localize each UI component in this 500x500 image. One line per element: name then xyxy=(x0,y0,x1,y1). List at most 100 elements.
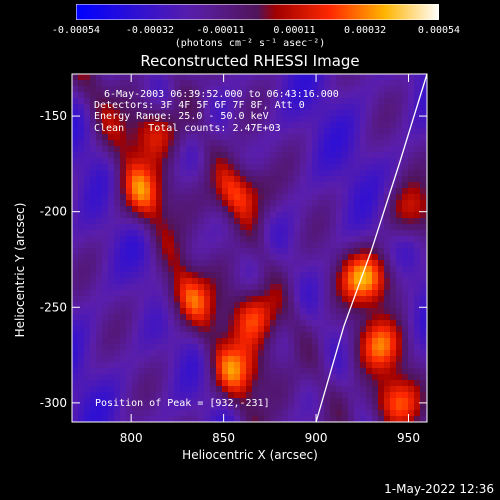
heatmap-cell xyxy=(144,140,150,146)
heatmap-cell xyxy=(360,290,366,296)
heatmap-cell xyxy=(270,374,276,380)
heatmap-cell xyxy=(312,182,318,188)
heatmap-cell xyxy=(342,332,348,338)
heatmap-cell xyxy=(168,338,174,344)
heatmap-cell xyxy=(372,368,378,374)
heatmap-cell xyxy=(288,404,294,410)
heatmap-cell xyxy=(336,416,342,422)
heatmap-cell xyxy=(402,218,408,224)
heatmap-cell xyxy=(306,206,312,212)
heatmap-cell xyxy=(372,398,378,404)
heatmap-cell xyxy=(210,218,216,224)
heatmap-cell xyxy=(150,212,156,218)
heatmap-cell xyxy=(300,308,306,314)
heatmap-cell xyxy=(234,266,240,272)
heatmap-cell xyxy=(210,80,216,86)
heatmap-cell xyxy=(354,146,360,152)
heatmap-cell xyxy=(90,200,96,206)
heatmap-cell xyxy=(90,374,96,380)
heatmap-cell xyxy=(174,386,180,392)
heatmap-cell xyxy=(300,212,306,218)
heatmap-cell xyxy=(156,368,162,374)
heatmap-cell xyxy=(228,80,234,86)
heatmap-cell xyxy=(162,122,168,128)
heatmap-cell xyxy=(360,158,366,164)
heatmap-cell xyxy=(270,104,276,110)
heatmap-cell xyxy=(282,308,288,314)
heatmap-cell xyxy=(396,104,402,110)
heatmap-cell xyxy=(174,266,180,272)
heatmap-cell xyxy=(96,122,102,128)
heatmap-cell xyxy=(120,212,126,218)
heatmap-cell xyxy=(120,374,126,380)
heatmap-cell xyxy=(378,266,384,272)
heatmap-cell xyxy=(288,74,294,80)
heatmap-cell xyxy=(282,170,288,176)
heatmap-cell xyxy=(348,164,354,170)
heatmap-cell xyxy=(90,398,96,404)
heatmap-cell xyxy=(144,116,150,122)
heatmap-cell xyxy=(222,134,228,140)
heatmap-cell xyxy=(360,74,366,80)
heatmap-cell xyxy=(144,242,150,248)
heatmap-cell xyxy=(162,116,168,122)
heatmap-cell xyxy=(204,320,210,326)
heatmap-cell xyxy=(378,200,384,206)
heatmap-cell xyxy=(336,344,342,350)
heatmap-cell xyxy=(216,332,222,338)
heatmap-cell xyxy=(252,338,258,344)
heatmap-cell xyxy=(384,266,390,272)
heatmap-cell xyxy=(192,266,198,272)
heatmap-cell xyxy=(216,272,222,278)
heatmap-cell xyxy=(168,182,174,188)
heatmap-cell xyxy=(360,332,366,338)
heatmap-cell xyxy=(150,128,156,134)
heatmap-cell xyxy=(198,98,204,104)
heatmap-cell xyxy=(258,206,264,212)
heatmap-cell xyxy=(336,362,342,368)
heatmap-cell xyxy=(90,386,96,392)
heatmap-cell xyxy=(78,266,84,272)
heatmap-cell xyxy=(390,290,396,296)
heatmap-cell xyxy=(108,290,114,296)
heatmap-cell xyxy=(300,164,306,170)
heatmap-cell xyxy=(276,260,282,266)
heatmap-cell xyxy=(390,326,396,332)
heatmap-cell xyxy=(108,374,114,380)
heatmap-cell xyxy=(324,386,330,392)
heatmap-cell xyxy=(180,182,186,188)
heatmap-cell xyxy=(336,104,342,110)
heatmap-cell xyxy=(180,380,186,386)
heatmap-cell xyxy=(132,272,138,278)
heatmap-cell xyxy=(342,176,348,182)
heatmap-cell xyxy=(414,404,420,410)
heatmap-cell xyxy=(162,176,168,182)
heatmap-cell xyxy=(138,272,144,278)
heatmap-cell xyxy=(384,368,390,374)
heatmap-cell xyxy=(330,368,336,374)
heatmap-cell xyxy=(246,242,252,248)
heatmap-cell xyxy=(324,254,330,260)
heatmap-cell xyxy=(408,314,414,320)
heatmap-cell xyxy=(84,278,90,284)
heatmap-cell xyxy=(228,296,234,302)
heatmap-cell xyxy=(174,104,180,110)
heatmap-cell xyxy=(264,374,270,380)
heatmap-cell xyxy=(378,380,384,386)
heatmap-cell xyxy=(390,194,396,200)
heatmap-cell xyxy=(180,242,186,248)
heatmap-cell xyxy=(324,314,330,320)
heatmap-cell xyxy=(72,278,78,284)
heatmap-cell xyxy=(378,236,384,242)
heatmap-cell xyxy=(102,338,108,344)
heatmap-cell xyxy=(126,176,132,182)
heatmap-cell xyxy=(354,212,360,218)
heatmap-cell xyxy=(324,188,330,194)
heatmap-cell xyxy=(306,188,312,194)
heatmap-cell xyxy=(396,410,402,416)
heatmap-cell xyxy=(192,248,198,254)
heatmap-cell xyxy=(78,410,84,416)
heatmap-cell xyxy=(84,308,90,314)
heatmap-cell xyxy=(294,116,300,122)
heatmap-cell xyxy=(294,416,300,422)
